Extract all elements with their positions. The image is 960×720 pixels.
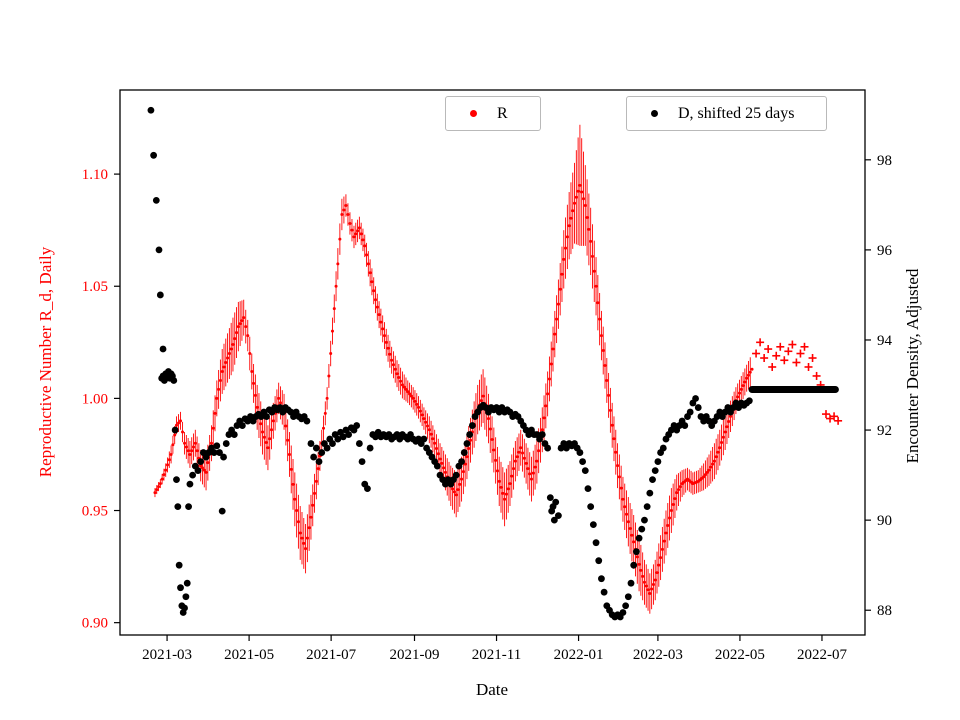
legend-r: R <box>445 96 541 132</box>
legend-r-label: R <box>497 105 508 122</box>
svg-text:94: 94 <box>877 333 893 349</box>
svg-text:1.10: 1.10 <box>82 167 108 183</box>
svg-text:2021-05: 2021-05 <box>224 647 274 663</box>
r-series <box>153 124 754 614</box>
svg-text:2022-01: 2022-01 <box>554 647 604 663</box>
left-y-axis-label: Reproductive Number R_d, Daily <box>36 246 55 478</box>
svg-text:2021-07: 2021-07 <box>306 647 356 663</box>
svg-text:88: 88 <box>877 603 892 619</box>
d-series <box>147 106 753 621</box>
svg-text:2022-05: 2022-05 <box>715 647 765 663</box>
legend-marker-r-dot-icon <box>470 110 477 118</box>
svg-text:2021-11: 2021-11 <box>472 647 521 663</box>
svg-text:1.00: 1.00 <box>82 391 108 407</box>
svg-text:96: 96 <box>877 243 893 259</box>
svg-text:2022-03: 2022-03 <box>633 647 683 663</box>
svg-text:2021-09: 2021-09 <box>390 647 440 663</box>
svg-text:98: 98 <box>877 153 892 169</box>
plot-border <box>119 89 866 636</box>
legend-d-label: D, shifted 25 days <box>678 105 795 122</box>
svg-text:0.95: 0.95 <box>82 504 108 520</box>
svg-text:2022-07: 2022-07 <box>797 647 847 663</box>
x-axis-ticks: 2021-03 2021-05 2021-07 2021-09 2021-11 2022-… <box>142 635 847 663</box>
svg-text:1.05: 1.05 <box>82 279 108 295</box>
svg-text:2021-03: 2021-03 <box>142 647 192 663</box>
legend-marker-d-dot-icon <box>651 110 658 118</box>
svg-text:90: 90 <box>877 513 892 529</box>
svg-text:92: 92 <box>877 423 892 439</box>
svg-text:0.90: 0.90 <box>82 616 108 632</box>
legend-d: D, shifted 25 days <box>626 96 828 132</box>
x-axis-label: Date <box>475 680 509 699</box>
right-y-axis-label: Encounter Density, Adjusted <box>903 268 922 464</box>
left-axis-ticks: 0.90 0.95 1.00 1.05 1.10 <box>82 167 120 632</box>
r-series-late <box>752 338 843 425</box>
right-axis-ticks: 88 90 92 94 96 98 <box>865 153 893 619</box>
